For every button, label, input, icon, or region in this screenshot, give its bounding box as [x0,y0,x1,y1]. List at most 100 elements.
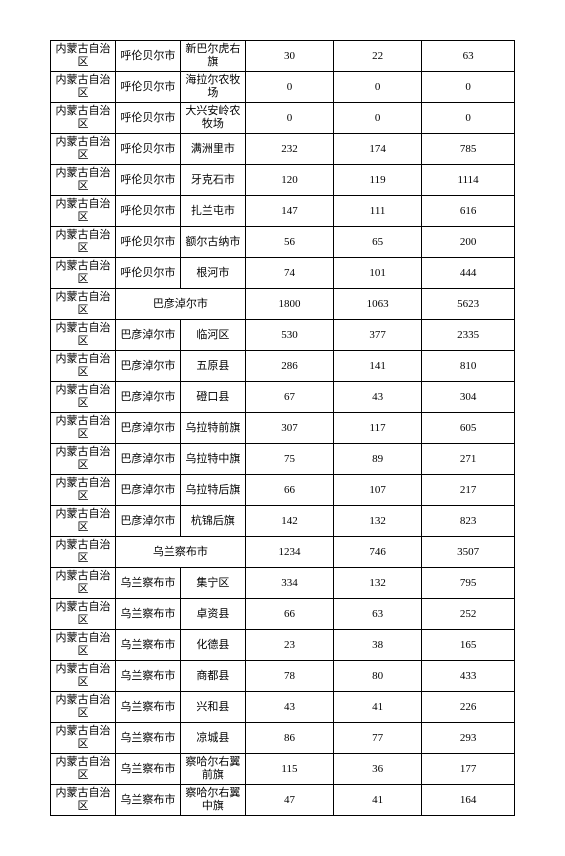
cell-region: 内蒙古自治区 [51,351,116,382]
cell-district: 海拉尔农牧场 [180,72,245,103]
cell-region: 内蒙古自治区 [51,134,116,165]
cell-region: 内蒙古自治区 [51,537,116,568]
cell-value: 65 [334,227,422,258]
cell-district: 新巴尔虎右旗 [180,41,245,72]
cell-value: 433 [422,661,515,692]
cell-value: 1063 [334,289,422,320]
table-row: 内蒙古自治区巴彦淖尔市磴口县6743304 [51,382,515,413]
cell-value: 174 [334,134,422,165]
cell-district: 满洲里市 [180,134,245,165]
cell-value: 23 [245,630,333,661]
cell-value: 1800 [245,289,333,320]
cell-value: 41 [334,785,422,816]
cell-value: 141 [334,351,422,382]
cell-value: 147 [245,196,333,227]
cell-value: 101 [334,258,422,289]
cell-value: 120 [245,165,333,196]
cell-value: 47 [245,785,333,816]
cell-city: 呼伦贝尔市 [115,134,180,165]
cell-value: 66 [245,475,333,506]
cell-city: 乌兰察布市 [115,568,180,599]
cell-city: 呼伦贝尔市 [115,196,180,227]
cell-region: 内蒙古自治区 [51,413,116,444]
cell-value: 41 [334,692,422,723]
cell-district: 察哈尔右翼中旗 [180,785,245,816]
cell-district: 乌拉特中旗 [180,444,245,475]
cell-region: 内蒙古自治区 [51,227,116,258]
cell-value: 66 [245,599,333,630]
table-row: 内蒙古自治区呼伦贝尔市大兴安岭农牧场000 [51,103,515,134]
cell-value: 132 [334,506,422,537]
cell-district: 根河市 [180,258,245,289]
cell-region: 内蒙古自治区 [51,196,116,227]
cell-value: 226 [422,692,515,723]
cell-region: 内蒙古自治区 [51,630,116,661]
cell-value: 177 [422,754,515,785]
cell-value: 43 [245,692,333,723]
cell-city: 巴彦淖尔市 [115,506,180,537]
cell-value: 1234 [245,537,333,568]
cell-value: 119 [334,165,422,196]
cell-district: 磴口县 [180,382,245,413]
cell-region: 内蒙古自治区 [51,599,116,630]
cell-value: 795 [422,568,515,599]
cell-district: 额尔古纳市 [180,227,245,258]
table-row: 内蒙古自治区呼伦贝尔市新巴尔虎右旗302263 [51,41,515,72]
cell-value: 63 [422,41,515,72]
cell-value: 1114 [422,165,515,196]
table-row: 内蒙古自治区巴彦淖尔市临河区5303772335 [51,320,515,351]
cell-value: 200 [422,227,515,258]
table-row: 内蒙古自治区呼伦贝尔市满洲里市232174785 [51,134,515,165]
table-row: 内蒙古自治区巴彦淖尔市180010635623 [51,289,515,320]
cell-value: 36 [334,754,422,785]
cell-city: 呼伦贝尔市 [115,165,180,196]
cell-city: 乌兰察布市 [115,630,180,661]
cell-value: 823 [422,506,515,537]
cell-value: 111 [334,196,422,227]
data-table: 内蒙古自治区呼伦贝尔市新巴尔虎右旗302263内蒙古自治区呼伦贝尔市海拉尔农牧场… [50,40,515,816]
table-row: 内蒙古自治区呼伦贝尔市根河市74101444 [51,258,515,289]
cell-value: 107 [334,475,422,506]
cell-city: 乌兰察布市 [115,723,180,754]
cell-value: 63 [334,599,422,630]
cell-value: 217 [422,475,515,506]
cell-value: 307 [245,413,333,444]
cell-value: 252 [422,599,515,630]
cell-district: 牙克石市 [180,165,245,196]
table-row: 内蒙古自治区巴彦淖尔市乌拉特前旗307117605 [51,413,515,444]
cell-city: 巴彦淖尔市 [115,351,180,382]
cell-value: 2335 [422,320,515,351]
cell-value: 0 [334,103,422,134]
cell-region: 内蒙古自治区 [51,320,116,351]
table-body: 内蒙古自治区呼伦贝尔市新巴尔虎右旗302263内蒙古自治区呼伦贝尔市海拉尔农牧场… [51,41,515,816]
cell-value: 86 [245,723,333,754]
cell-value: 0 [422,103,515,134]
table-row: 内蒙古自治区巴彦淖尔市乌拉特中旗7589271 [51,444,515,475]
cell-value: 0 [422,72,515,103]
cell-value: 746 [334,537,422,568]
table-row: 内蒙古自治区乌兰察布市商都县7880433 [51,661,515,692]
cell-value: 165 [422,630,515,661]
table-row: 内蒙古自治区呼伦贝尔市额尔古纳市5665200 [51,227,515,258]
cell-value: 3507 [422,537,515,568]
cell-value: 293 [422,723,515,754]
cell-district: 大兴安岭农牧场 [180,103,245,134]
cell-value: 377 [334,320,422,351]
cell-region: 内蒙古自治区 [51,444,116,475]
cell-city: 巴彦淖尔市 [115,444,180,475]
cell-region: 内蒙古自治区 [51,754,116,785]
cell-district: 杭锦后旗 [180,506,245,537]
cell-value: 444 [422,258,515,289]
cell-value: 304 [422,382,515,413]
cell-value: 115 [245,754,333,785]
table-row: 内蒙古自治区巴彦淖尔市五原县286141810 [51,351,515,382]
cell-region: 内蒙古自治区 [51,289,116,320]
cell-district: 扎兰屯市 [180,196,245,227]
cell-city: 呼伦贝尔市 [115,41,180,72]
cell-value: 77 [334,723,422,754]
cell-value: 616 [422,196,515,227]
cell-city: 巴彦淖尔市 [115,413,180,444]
cell-region: 内蒙古自治区 [51,692,116,723]
cell-city: 乌兰察布市 [115,754,180,785]
cell-value: 80 [334,661,422,692]
